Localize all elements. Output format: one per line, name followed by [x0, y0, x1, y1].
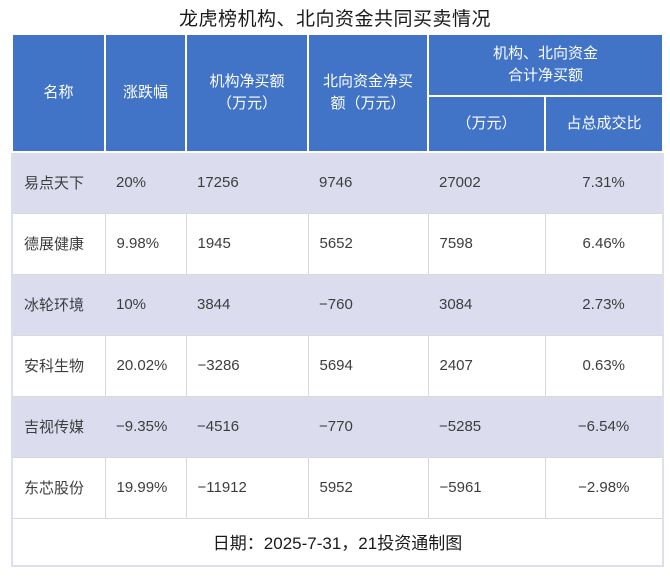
cell-change-pct: −9.35% [105, 396, 186, 457]
cell-stock-name: 安科生物 [11, 334, 106, 397]
cell-stock-name: 易点天下 [12, 152, 105, 213]
cell-change-pct: 20% [105, 152, 186, 213]
table-body: 易点天下 20% 17256 9746 27002 7.31% 德展健康 9.9… [11, 152, 664, 519]
cell-stock-name: 冰轮环境 [12, 274, 105, 335]
cell-combined-net: 2407 [427, 334, 546, 397]
cell-stock-name: 吉视传媒 [12, 396, 105, 457]
cell-turnover-ratio: 6.46% [544, 212, 664, 275]
header-combined-group: 机构、北向资金 合计净买额 [426, 33, 665, 97]
header-row-sub: （万元） 占总成交比 [12, 95, 665, 153]
page-title: 龙虎榜机构、北向资金共同买卖情况 [178, 9, 491, 30]
header-combined-turnover-ratio: 占总成交比 [543, 95, 665, 153]
cell-institution-net: 17256 [186, 152, 308, 213]
cell-turnover-ratio: −6.54% [545, 396, 664, 457]
cell-stock-name: 东芯股份 [11, 456, 106, 519]
table-row: 安科生物 20.02% −3286 5694 2407 0.63% [11, 334, 664, 397]
cell-institution-net: −3286 [185, 334, 309, 397]
cell-northbound-net: 9746 [308, 152, 428, 213]
cell-institution-net: −4516 [186, 396, 308, 457]
header-institution-net-buy: 机构净买额 （万元） [185, 33, 309, 153]
cell-turnover-ratio: 7.31% [545, 152, 664, 213]
header-change: 涨跌幅 [104, 33, 187, 153]
table-footer: 日期：2025-7-31，21投资通制图 [11, 517, 664, 567]
cell-stock-name: 德展健康 [11, 212, 106, 275]
cell-northbound-net: 5952 [307, 456, 429, 519]
table-row: 东芯股份 19.99% −11912 5952 −5961 −2.98% [11, 456, 664, 519]
cell-combined-net: −5961 [427, 456, 546, 519]
cell-turnover-ratio: −2.98% [544, 456, 664, 519]
table-row: 冰轮环境 10% 3844 −760 3084 2.73% [12, 274, 664, 335]
cell-change-pct: 20.02% [104, 334, 187, 397]
cell-institution-net: 1945 [185, 212, 309, 275]
cell-change-pct: 19.99% [104, 456, 187, 519]
cell-northbound-net: −770 [308, 396, 428, 457]
cell-northbound-net: 5694 [307, 334, 429, 397]
table-row: 吉视传媒 −9.35% −4516 −770 −5285 −6.54% [12, 396, 664, 457]
cell-institution-net: −11912 [185, 456, 309, 519]
cell-institution-net: 3844 [186, 274, 308, 335]
cell-northbound-net: 5652 [307, 212, 429, 275]
cell-change-pct: 9.98% [104, 212, 187, 275]
cell-change-pct: 10% [105, 274, 186, 335]
cell-northbound-net: −760 [308, 274, 428, 335]
cell-turnover-ratio: 0.63% [544, 334, 664, 397]
source-caption: 日期：2025-7-31，21投资通制图 [11, 517, 664, 567]
cell-combined-net: 3084 [428, 274, 545, 335]
table-header: 名称 涨跌幅 机构净买额 （万元） 北向资金净买 额（万元） 机构、北向资金 合… [11, 33, 665, 153]
cell-combined-net: 27002 [428, 152, 545, 213]
lhb-table: 名称 涨跌幅 机构净买额 （万元） 北向资金净买 额（万元） 机构、北向资金 合… [11, 33, 665, 567]
header-name: 名称 [11, 33, 106, 153]
header-combined-amount: （万元） [427, 95, 546, 153]
cell-combined-net: 7598 [427, 212, 546, 275]
table-row: 易点天下 20% 17256 9746 27002 7.31% [12, 152, 664, 213]
cell-turnover-ratio: 2.73% [545, 274, 664, 335]
table-row: 德展健康 9.98% 1945 5652 7598 6.46% [11, 212, 664, 275]
cell-combined-net: −5285 [428, 396, 545, 457]
header-northbound-net-buy: 北向资金净买 额（万元） [307, 33, 429, 153]
header-row-top: 名称 涨跌幅 机构净买额 （万元） 北向资金净买 额（万元） 机构、北向资金 合… [11, 33, 665, 153]
footer-row: 日期：2025-7-31，21投资通制图 [11, 517, 664, 567]
